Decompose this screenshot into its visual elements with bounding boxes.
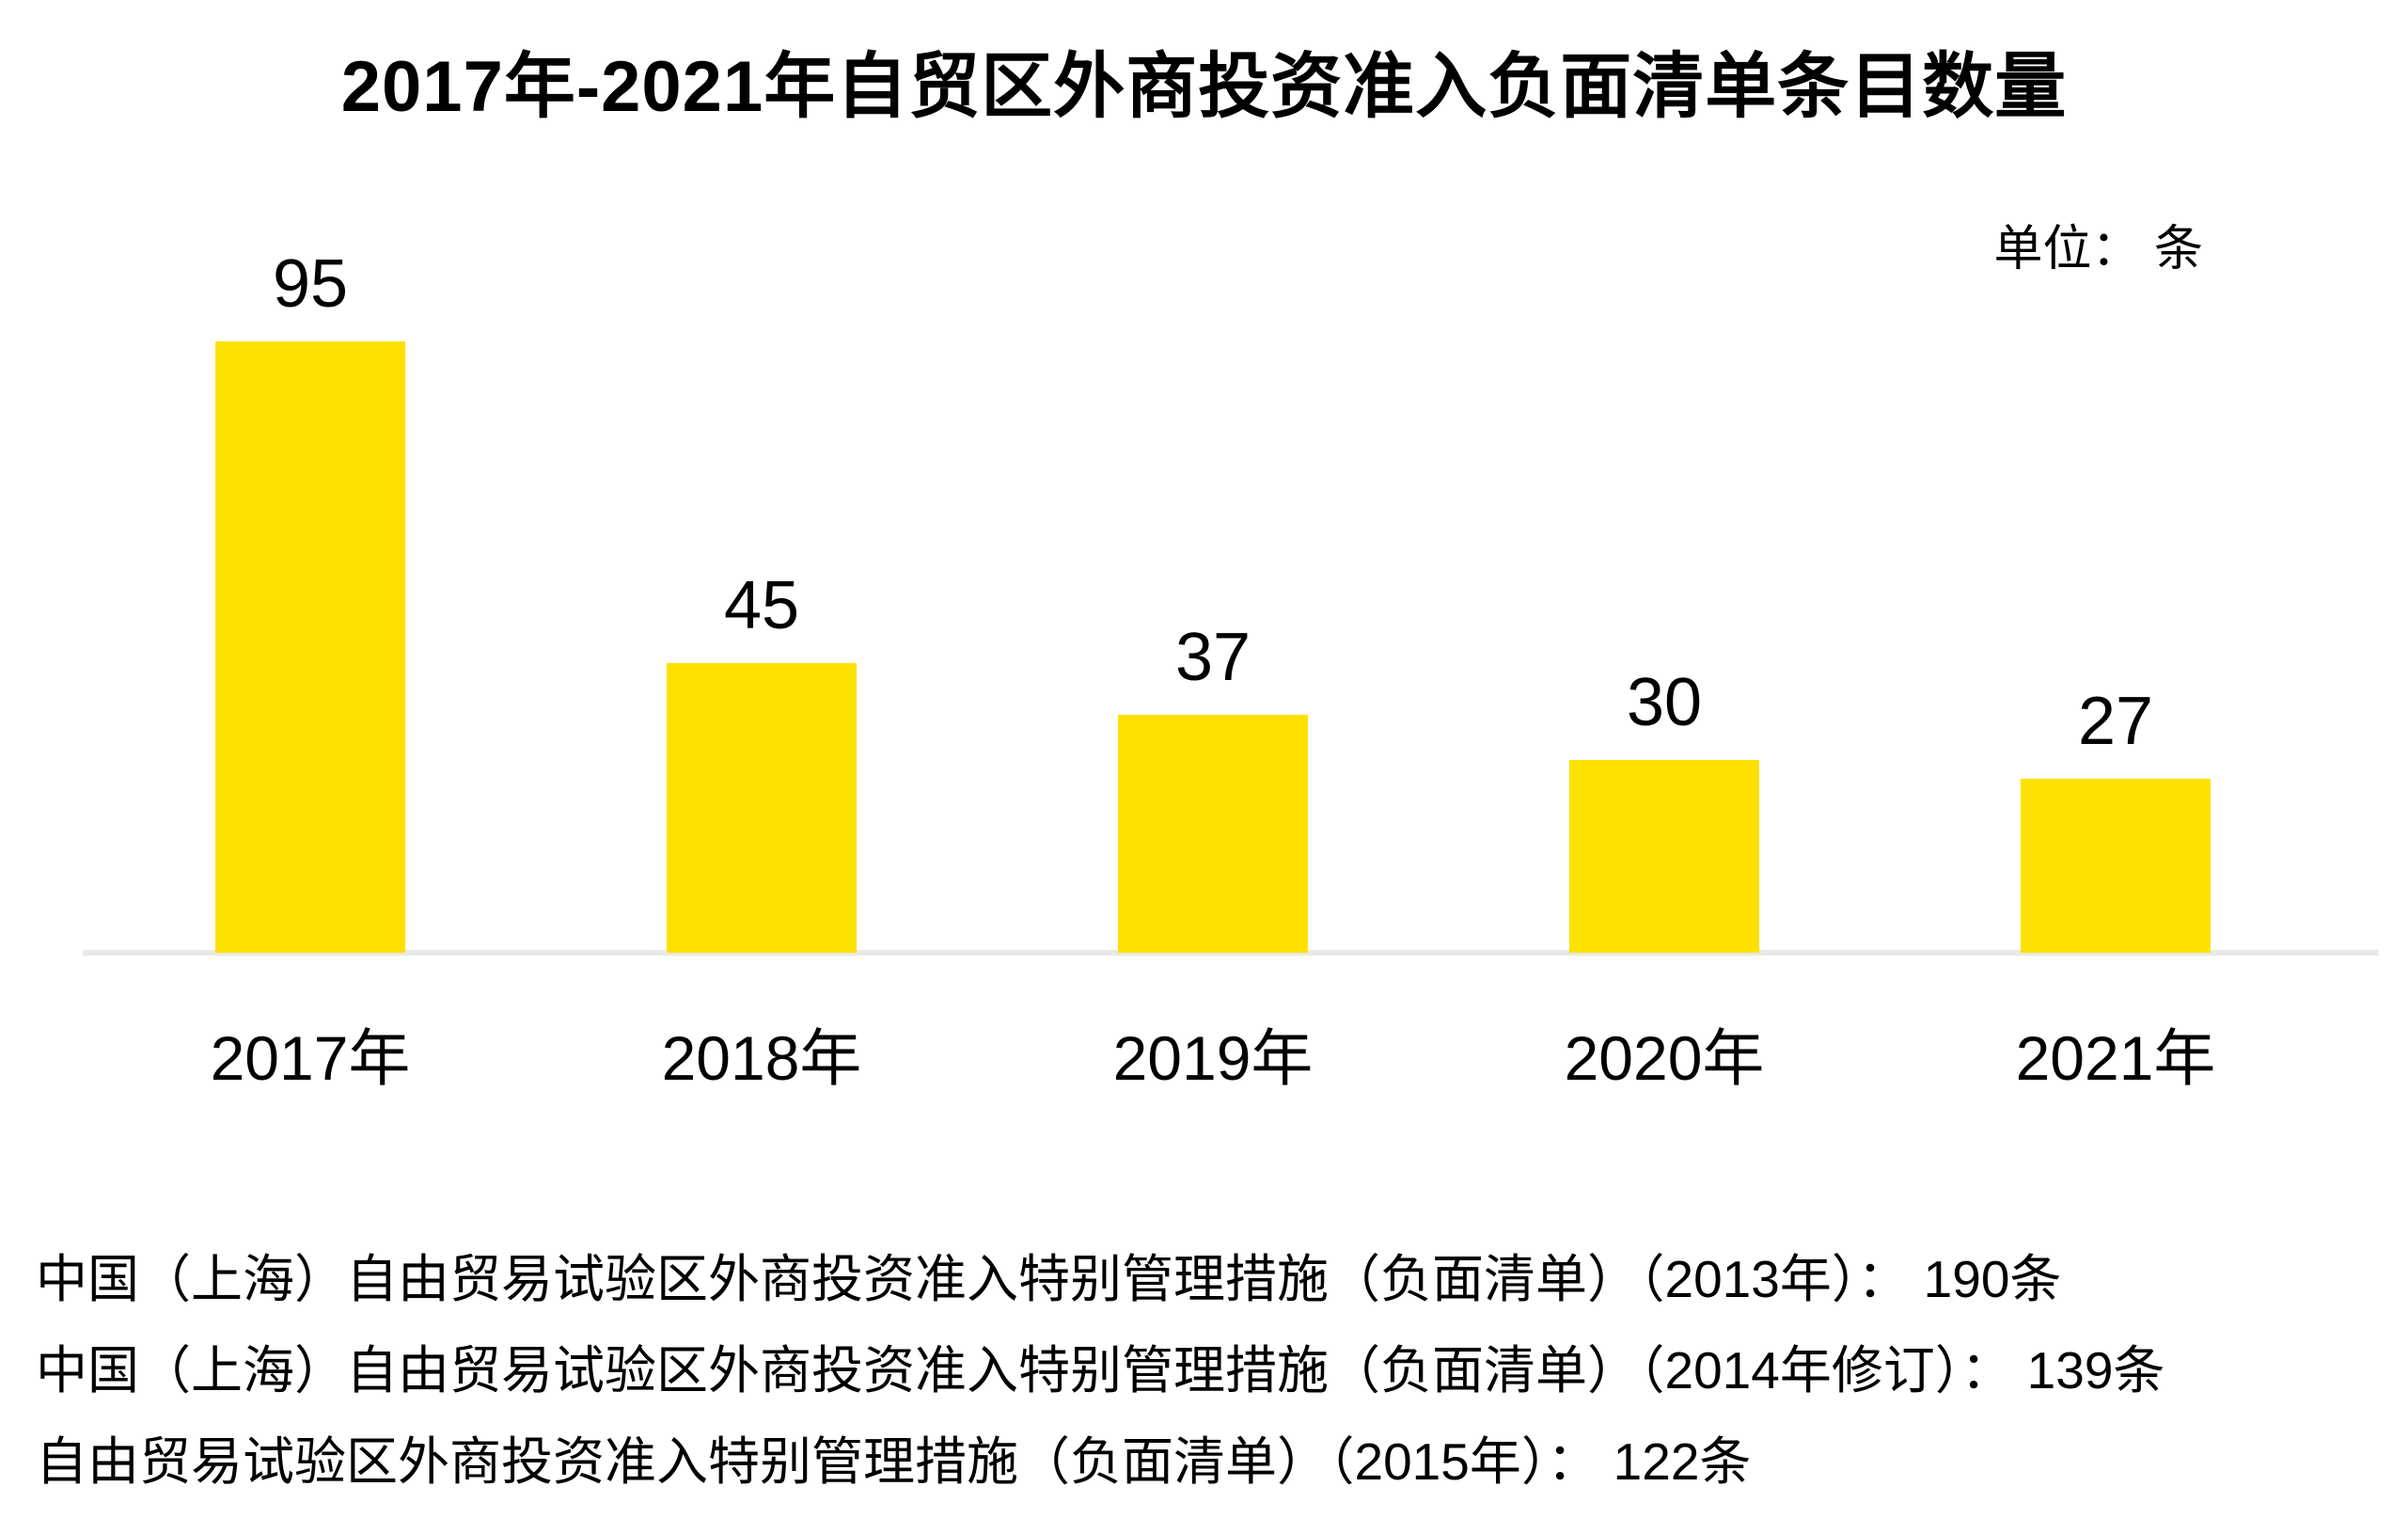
x-axis-label-2017年: 2017年 (210, 1023, 411, 1093)
footnote-line-2: 中国（上海）自由贸易试验区外商投资准入特别管理措施（负面清单）（2014年修订）… (36, 1341, 2165, 1399)
bar-2017年 (215, 341, 405, 953)
bar-value-label-2020年: 30 (1626, 665, 1703, 740)
footnotes: 中国（上海）自由贸易试验区外商投资准入特别管理措施（负面清单）（2013年）： … (36, 1234, 2164, 1508)
bar-2021年 (2021, 779, 2211, 953)
x-axis-label-2021年: 2021年 (2015, 1023, 2216, 1093)
x-axis-label-2020年: 2020年 (1564, 1023, 1765, 1093)
footnote-line-3: 自由贸易试验区外商投资准入特别管理措施（负面清单）（2015年）： 122条 (36, 1432, 1752, 1491)
x-axis-line (83, 950, 2379, 956)
bar-2020年 (1569, 760, 1759, 953)
chart-title: 2017年-2021年自贸区外商投资准入负面清单条目数量 (340, 47, 2068, 127)
bar-value-label-2019年: 37 (1174, 620, 1251, 695)
x-axis-label-2018年: 2018年 (661, 1023, 862, 1093)
bar-2019年 (1118, 715, 1308, 953)
bar-value-label-2017年: 95 (272, 246, 349, 322)
bar-value-label-2018年: 45 (723, 568, 800, 643)
bar-2018年 (667, 663, 857, 953)
unit-label: 单位： 条 (1993, 222, 2203, 277)
footnote-line-1: 中国（上海）自由贸易试验区外商投资准入特别管理措施（负面清单）（2013年）： … (36, 1250, 2062, 1308)
x-axis-label-2019年: 2019年 (1112, 1023, 1314, 1093)
bar-value-label-2021年: 27 (2077, 684, 2154, 759)
